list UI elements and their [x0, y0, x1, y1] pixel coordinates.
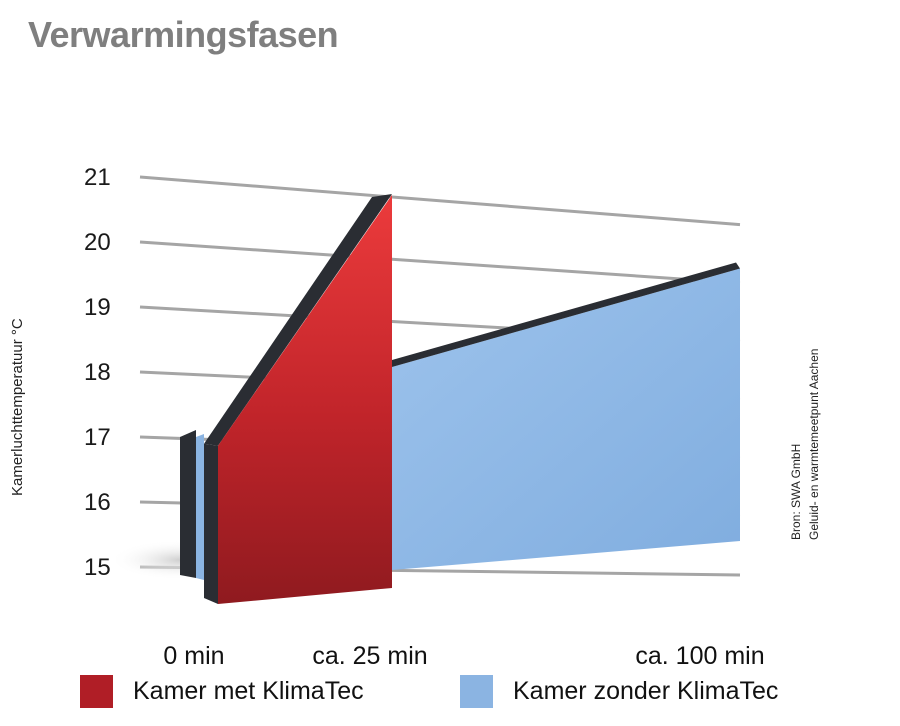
area-without-klimatec-top-edge: [392, 262, 740, 368]
legend-label-without: Kamer zonder KlimaTec: [513, 676, 779, 705]
area-without-klimatec: [392, 268, 740, 570]
chart-title: Verwarmingsfasen: [28, 14, 339, 55]
x-tick-label: 0 min: [163, 642, 224, 670]
y-axis-title: Kamerluchttemperatuur °C: [9, 318, 26, 496]
legend-swatch-with: [80, 674, 113, 708]
legend-item-without: Kamer zonder KlimaTec: [460, 674, 778, 708]
y-axis-ticks: 15 16 17 18 19 20 21: [84, 164, 111, 581]
start-slab-blue: [196, 434, 204, 580]
y-tick-label: 21: [84, 164, 111, 191]
legend-item-with: Kamer met KlimaTec: [80, 674, 364, 708]
area-with-klimatec-side-edge: [204, 443, 218, 604]
legend-label-with: Kamer met KlimaTec: [133, 676, 364, 705]
y-tick-label: 20: [84, 229, 111, 256]
start-slab-back: [180, 430, 196, 578]
y-tick-label: 17: [84, 424, 111, 451]
source-line-1: Bron: SWA GmbH: [789, 444, 803, 540]
area-with-klimatec: [218, 194, 392, 604]
y-tick-label: 19: [84, 294, 111, 321]
source-note: Bron: SWA GmbH Geluid- en warmtemeetpunt…: [789, 349, 821, 540]
source-line-2: Geluid- en warmtemeetpunt Aachen: [807, 349, 821, 540]
area-with-klimatec-top-edge: [204, 193, 392, 446]
x-tick-label: ca. 25 min: [312, 642, 427, 670]
legend-swatch-without: [460, 674, 493, 708]
y-tick-label: 15: [84, 554, 111, 581]
y-tick-label: 16: [84, 489, 111, 516]
grid-line: [139, 175, 741, 227]
grid-line: [139, 240, 741, 285]
x-tick-label: ca. 100 min: [635, 642, 764, 670]
x-axis-labels: 0 min ca. 25 min ca. 100 min: [163, 642, 764, 670]
y-tick-label: 18: [84, 359, 111, 386]
